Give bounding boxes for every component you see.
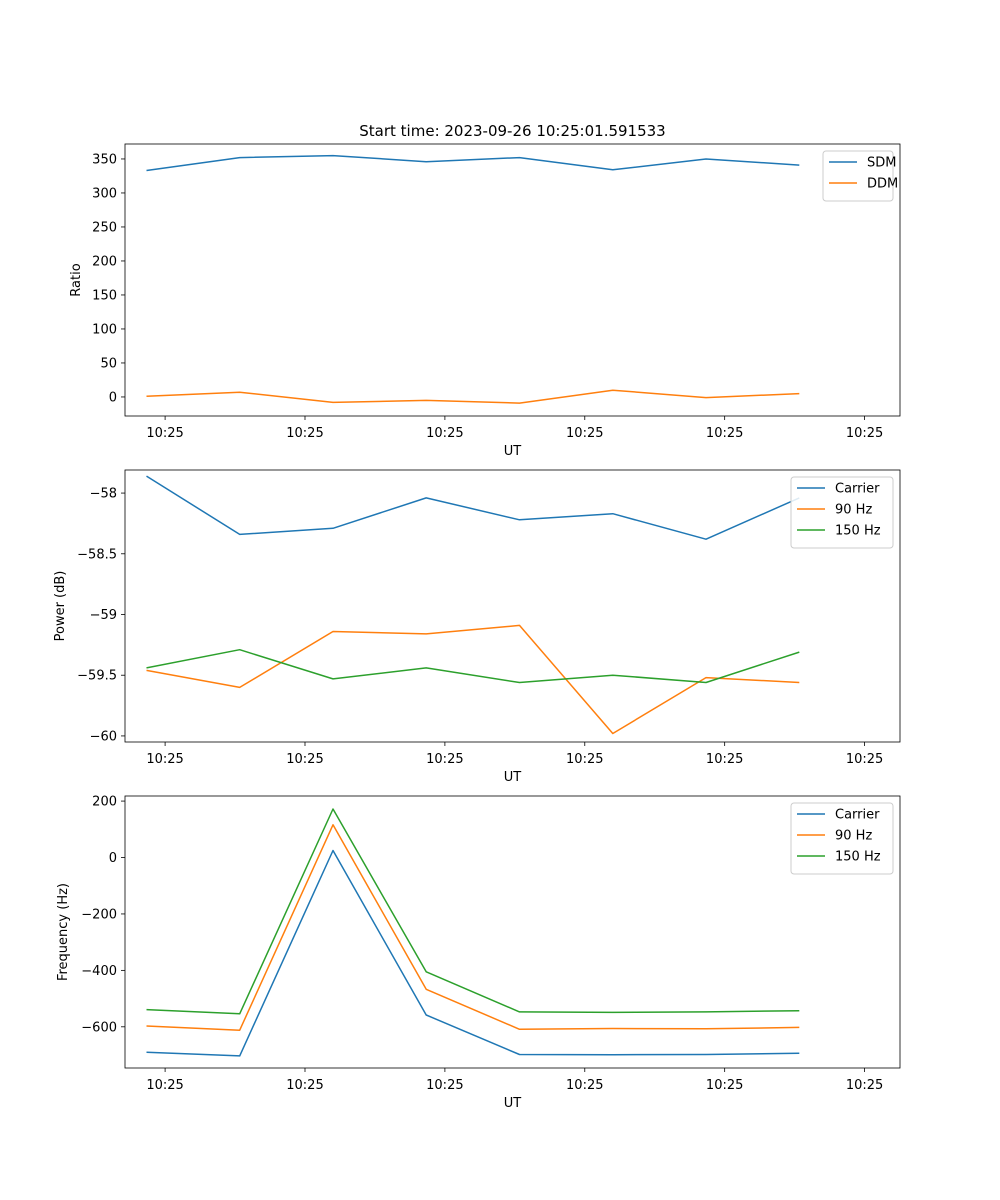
x-tick-label: 10:25 xyxy=(846,752,883,767)
x-tick-label: 10:25 xyxy=(426,752,463,767)
series-line-sdm xyxy=(146,154,800,172)
legend-label: 90 Hz xyxy=(835,503,872,518)
x-tick-label: 10:25 xyxy=(706,426,743,441)
legend-box xyxy=(822,150,894,202)
x-tick-label: 10:25 xyxy=(566,752,603,767)
y-tick-label: −59.5 xyxy=(77,669,117,684)
x-axis-label: UT xyxy=(504,444,522,459)
x-tick-label: 10:25 xyxy=(426,1078,463,1093)
x-tick-label: 10:25 xyxy=(286,752,323,767)
x-tick-label: 10:25 xyxy=(286,426,323,441)
y-tick-label: −600 xyxy=(81,1020,117,1035)
series-line-150-hz xyxy=(146,648,800,684)
chart-1: Start time: 2023-09-26 10:25:01.591533 10… xyxy=(69,122,901,459)
series-line-ddm xyxy=(146,389,800,404)
legend: SDM DDM xyxy=(822,150,898,202)
y-tick-label: −60 xyxy=(90,729,117,744)
y-tick-label: 200 xyxy=(92,795,117,810)
chart-title: Start time: 2023-09-26 10:25:01.591533 xyxy=(359,122,665,140)
legend-label: 150 Hz xyxy=(835,524,881,539)
series-line-90-hz xyxy=(146,624,800,735)
y-tick-label: −58.5 xyxy=(77,547,117,562)
y-tick-label: 100 xyxy=(92,322,117,337)
x-tick-label: 10:25 xyxy=(566,426,603,441)
y-tick-label: −58 xyxy=(90,487,117,502)
x-tick-label: 10:25 xyxy=(146,426,183,441)
y-tick-label: −59 xyxy=(90,608,117,623)
x-tick-label: 10:25 xyxy=(426,426,463,441)
legend-label: DDM xyxy=(867,177,898,192)
x-tick-label: 10:25 xyxy=(146,752,183,767)
plot-frame xyxy=(124,143,901,417)
y-tick-label: 200 xyxy=(92,254,117,269)
series-line-carrier xyxy=(146,475,800,540)
series-line-carrier xyxy=(146,849,800,1057)
y-axis-label: Power (dB) xyxy=(53,571,68,642)
x-tick-label: 10:25 xyxy=(846,1078,883,1093)
chart-3: 10:25 10:25 10:25 10:25 10:25 10:25 UT −600 −400… xyxy=(56,795,901,1111)
legend-label: Carrier xyxy=(835,808,880,823)
y-tick-label: 50 xyxy=(100,356,117,371)
x-tick-label: 10:25 xyxy=(286,1078,323,1093)
legend: Carrier 90 Hz 150 Hz xyxy=(790,802,894,875)
legend-label: SDM xyxy=(867,156,896,171)
x-tick-label: 10:25 xyxy=(706,752,743,767)
x-axis-label: UT xyxy=(504,1096,522,1111)
series-line-150-hz xyxy=(146,808,800,1015)
x-tick-label: 10:25 xyxy=(146,1078,183,1093)
legend-label: 150 Hz xyxy=(835,850,881,865)
y-tick-label: 300 xyxy=(92,186,117,201)
y-axis-label: Ratio xyxy=(69,263,84,296)
y-axis-label: Frequency (Hz) xyxy=(56,883,71,981)
x-axis-label: UT xyxy=(504,770,522,785)
y-tick-label: 150 xyxy=(92,288,117,303)
x-tick-label: 10:25 xyxy=(566,1078,603,1093)
y-tick-label: 350 xyxy=(92,152,117,167)
x-tick-label: 10:25 xyxy=(706,1078,743,1093)
y-tick-label: 0 xyxy=(109,390,117,405)
chart-2: 10:25 10:25 10:25 10:25 10:25 10:25 UT −60 −59.5… xyxy=(53,469,901,785)
y-tick-label: 250 xyxy=(92,220,117,235)
y-tick-label: −200 xyxy=(81,907,117,922)
legend-label: Carrier xyxy=(835,482,880,497)
legend: Carrier 90 Hz 150 Hz xyxy=(790,476,894,549)
plot-frame xyxy=(124,469,901,743)
series-line-90-hz xyxy=(146,824,800,1031)
y-tick-label: −400 xyxy=(81,964,117,979)
y-tick-label: 0 xyxy=(109,851,117,866)
legend-label: 90 Hz xyxy=(835,829,872,844)
x-tick-label: 10:25 xyxy=(846,426,883,441)
plot-frame xyxy=(124,795,901,1069)
